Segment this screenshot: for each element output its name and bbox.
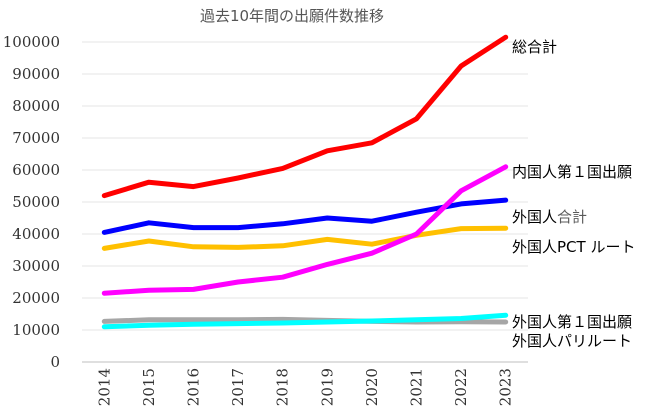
x-tick-label: 2019 (318, 368, 336, 406)
y-axis-ticks: 0 10000 20000 30000 40000 50000 60000 70000 8000… (3, 33, 60, 371)
y-tick-label: 80000 (12, 97, 60, 115)
line-chart: 過去10年間の出願件数推移 0 10000 20000 30000 40000 50000… (0, 0, 664, 406)
chart-title: 過去10年間の出願件数推移 (200, 7, 384, 25)
y-tick-label: 90000 (12, 65, 60, 83)
series-line (104, 228, 505, 248)
x-tick-label: 2023 (497, 368, 515, 406)
y-tick-label: 0 (50, 353, 60, 371)
y-tick-label: 60000 (12, 161, 60, 179)
series-label: 外国人第１国出願 (512, 313, 632, 331)
x-tick-label: 2022 (452, 368, 470, 406)
series-label: 外国人合計 (512, 208, 587, 226)
y-tick-label: 20000 (12, 289, 60, 307)
series-label: 外国人PCT ルート (512, 238, 635, 256)
x-tick-label: 2016 (185, 368, 203, 406)
series-label: 外国人パリルート (512, 332, 632, 350)
x-tick-label: 2021 (408, 368, 426, 406)
y-tick-label: 10000 (12, 321, 60, 339)
y-tick-label: 70000 (12, 129, 60, 147)
series-label: 内国人第１国出願 (512, 163, 632, 181)
y-tick-label: 100000 (3, 33, 60, 51)
x-tick-label: 2015 (140, 368, 158, 406)
x-tick-label: 2020 (363, 368, 381, 406)
x-tick-label: 2014 (95, 368, 113, 406)
series-label: 総合計 (512, 38, 557, 56)
y-tick-label: 30000 (12, 257, 60, 275)
x-axis-ticks: 2014 2015 2016 2017 2018 2019 2020 2021 2022 2023 (95, 368, 514, 406)
x-tick-label: 2018 (274, 368, 292, 406)
series-lines (104, 37, 505, 327)
y-tick-label: 40000 (12, 225, 60, 243)
y-tick-label: 50000 (12, 193, 60, 211)
x-tick-label: 2017 (229, 368, 247, 406)
series-labels: 総合計内国人第１国出願外国人合計外国人PCT ルート外国人第１国出願外国人パリル… (512, 38, 635, 350)
series-line (104, 37, 505, 195)
